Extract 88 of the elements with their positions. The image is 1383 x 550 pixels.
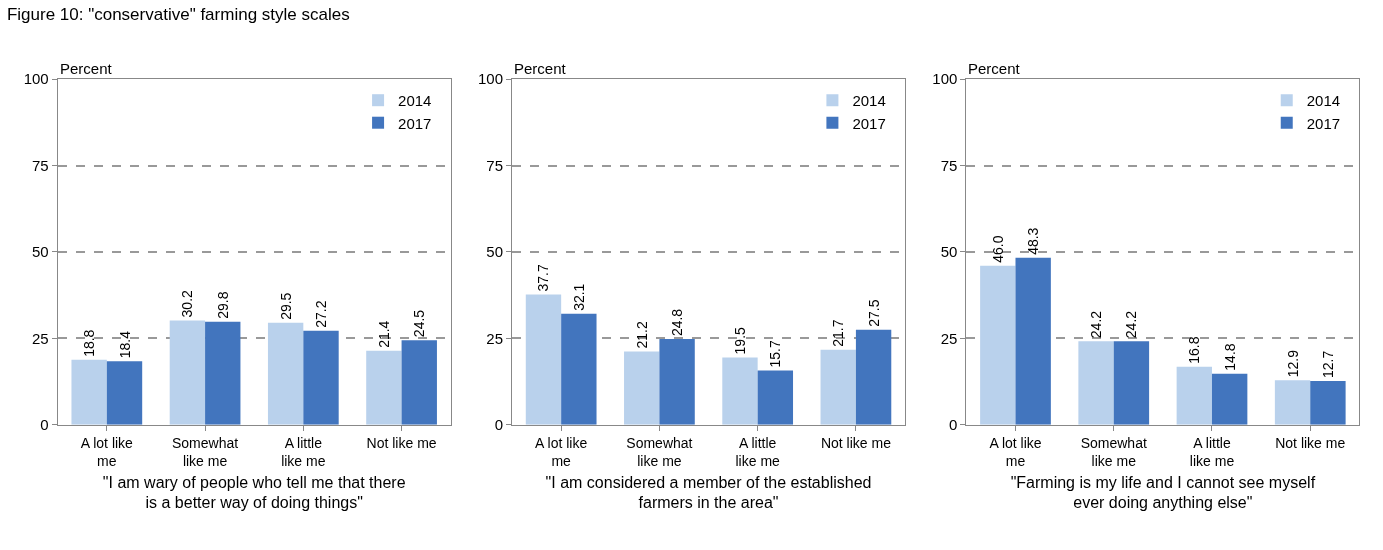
y-axis-title: Percent [514, 60, 567, 77]
data-label: 24.2 [1123, 310, 1140, 339]
legend-label: 2017 [398, 114, 432, 132]
x-tick-label: A lot like me [535, 434, 588, 469]
y-tick-label: 75 [940, 156, 958, 174]
x-tick-label: Somewhat like me [1080, 434, 1147, 469]
bar [757, 370, 794, 425]
x-tick-label: A lot like me [80, 434, 134, 469]
bar [303, 330, 339, 425]
data-label: 21.2 [633, 321, 650, 349]
x-tick-label: Somewhat like me [626, 434, 693, 469]
data-label: 21.7 [830, 319, 847, 347]
data-label: 12.7 [1319, 350, 1336, 378]
data-label: 29.5 [277, 292, 294, 320]
bar [71, 359, 107, 425]
y-tick-label: 25 [940, 329, 958, 347]
x-tick-label: Not like me [366, 434, 437, 451]
data-label: 24.5 [411, 309, 428, 338]
data-label: 16.8 [1186, 336, 1203, 364]
bar [366, 350, 402, 425]
data-label: 19.5 [731, 326, 748, 355]
y-tick-label: 75 [486, 156, 504, 174]
data-label: 18.4 [116, 330, 133, 359]
bar [855, 329, 892, 425]
x-tick-label: Somewhat like me [172, 434, 239, 469]
data-label: 32.1 [570, 283, 587, 311]
x-tick-label: A little like me [735, 434, 781, 469]
bar [169, 320, 206, 425]
bar [525, 294, 562, 425]
x-tick-label: A little like me [281, 434, 326, 469]
data-label: 24.8 [669, 308, 686, 337]
y-tick-label: 25 [32, 329, 49, 347]
data-label: 15.7 [767, 340, 784, 368]
bar [561, 313, 597, 425]
y-axis-title: Percent [60, 60, 113, 77]
data-label: 29.8 [214, 291, 231, 319]
data-label: 27.5 [865, 299, 882, 327]
bar [1274, 380, 1311, 425]
x-axis-title: "I am considered a member of the established farmers in the area" [545, 473, 872, 512]
data-label: 46.0 [989, 235, 1006, 263]
bar [267, 322, 304, 425]
y-tick-label: 50 [940, 243, 958, 261]
y-tick-label: 50 [486, 243, 504, 261]
bar [1078, 341, 1114, 425]
bar [106, 361, 143, 425]
x-tick-label: A lot like me [989, 434, 1042, 469]
bar [1211, 373, 1248, 425]
y-tick-label: 100 [23, 70, 49, 88]
data-label: 14.8 [1221, 343, 1238, 371]
data-label: 37.7 [535, 264, 552, 292]
bar [624, 351, 660, 425]
y-tick-label: 0 [40, 416, 49, 434]
legend-label: 2014 [852, 92, 886, 110]
y-tick-label: 100 [932, 70, 958, 88]
bar [722, 357, 758, 425]
bar [980, 265, 1016, 425]
bar [1176, 366, 1212, 425]
bar [1310, 380, 1346, 425]
y-tick-label: 100 [478, 70, 504, 88]
bar [401, 340, 437, 425]
chart-title: Figure 10: "conservative" farming style scales [6, 5, 350, 25]
bar [1015, 257, 1051, 425]
data-label: 24.2 [1088, 310, 1105, 339]
legend-label: 2017 [852, 114, 886, 132]
y-tick-label: 0 [494, 416, 504, 434]
data-label: 48.3 [1025, 227, 1042, 255]
legend-label: 2014 [398, 92, 432, 110]
data-label: 30.2 [179, 289, 196, 318]
legend-label: 2014 [1306, 92, 1341, 110]
x-tick-label: Not like me [820, 434, 892, 451]
data-label: 27.2 [313, 300, 330, 328]
y-tick-label: 50 [32, 243, 49, 261]
y-tick-label: 25 [486, 329, 504, 347]
bar [659, 339, 695, 425]
y-axis-title: Percent [968, 60, 1021, 77]
y-tick-label: 75 [32, 156, 49, 174]
x-axis-title: "Farming is my life and I cannot see myself ever doing anything else" [1010, 473, 1316, 512]
x-tick-label: A little like me [1189, 434, 1235, 469]
bar [1113, 341, 1150, 425]
bar [820, 349, 856, 425]
bar [205, 321, 241, 425]
data-label: 18.8 [81, 329, 98, 357]
x-tick-label: Not like me [1275, 434, 1346, 451]
x-axis-title: "I am wary of people who tell me that there is a better way of doing things" [102, 473, 406, 512]
data-label: 12.9 [1284, 349, 1301, 378]
legend-label: 2017 [1306, 114, 1341, 132]
data-label: 21.4 [375, 320, 392, 348]
y-tick-label: 0 [949, 416, 958, 434]
